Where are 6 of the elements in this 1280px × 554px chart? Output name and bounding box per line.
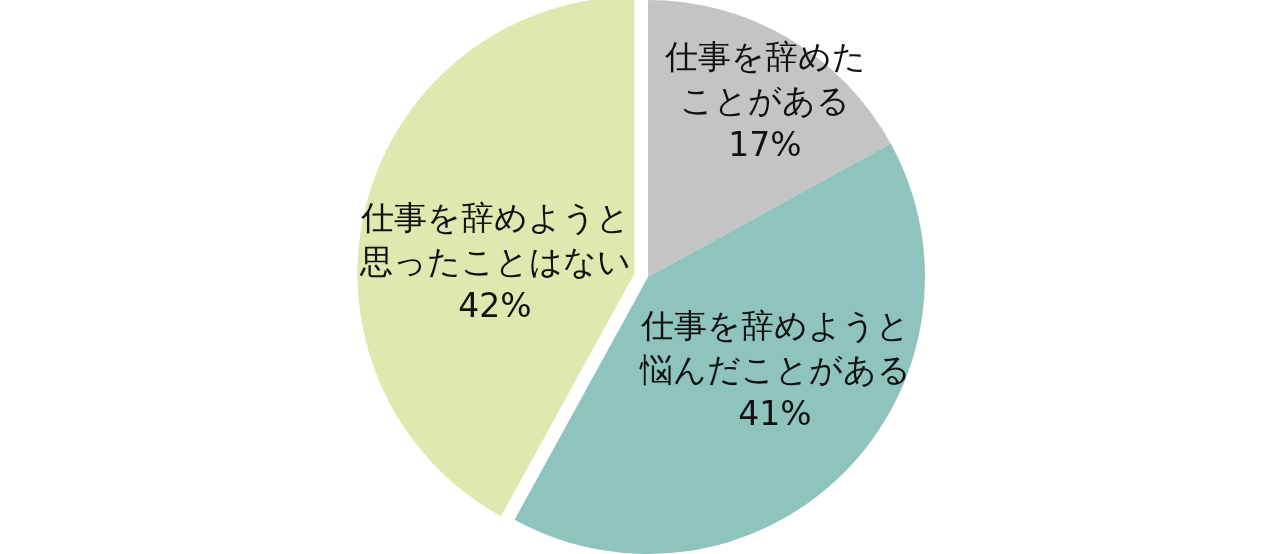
slice-label: 仕事を辞めたことがある [663,36,867,122]
data-label: 42% [457,285,533,327]
slice-label: 仕事を辞めようと悩んだことがある [638,305,912,391]
data-label: 41% [737,393,813,435]
data-label: 17% [727,124,803,166]
slice-label: 仕事を辞めようと思ったことはない [358,197,632,283]
